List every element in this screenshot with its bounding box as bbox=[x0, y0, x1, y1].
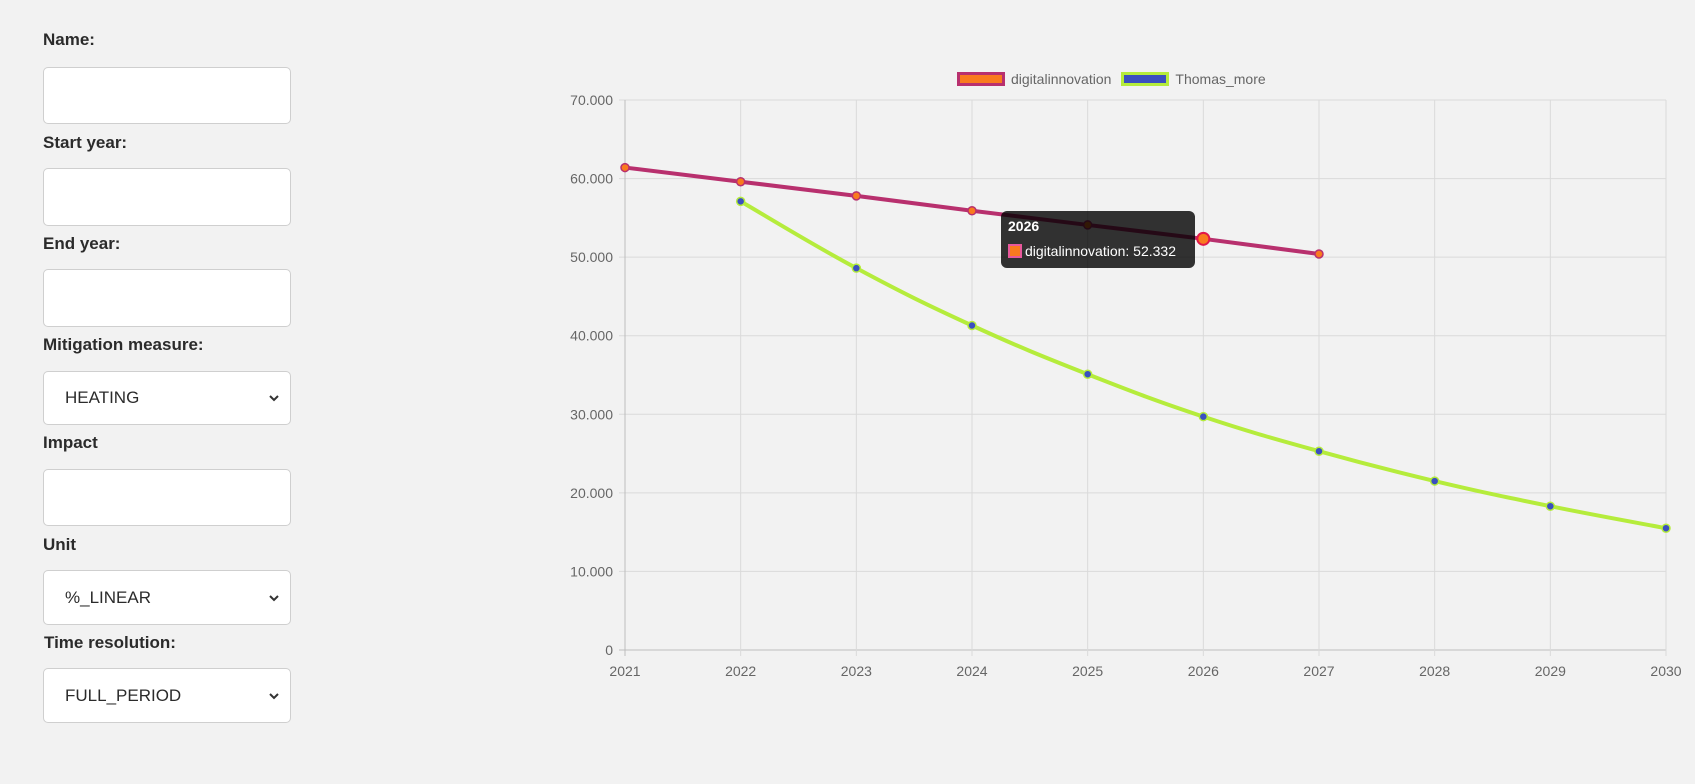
data-point bbox=[1082, 220, 1093, 230]
unit-label: Unit bbox=[43, 535, 77, 554]
x-tick-label: 2022 bbox=[725, 663, 756, 679]
data-point bbox=[1429, 476, 1440, 486]
y-tick-label: 70.000 bbox=[570, 92, 613, 108]
start-year-field-wrapper bbox=[43, 168, 291, 226]
series-line-digitalinnovation bbox=[624, 165, 1320, 256]
time-resolution-value: FULL_PERIOD bbox=[65, 685, 182, 705]
unit-select[interactable]: %_LINEAR bbox=[43, 570, 291, 625]
data-point bbox=[1082, 369, 1093, 379]
data-point bbox=[1661, 523, 1671, 533]
impact-input[interactable] bbox=[44, 470, 290, 525]
hovered-data-point bbox=[1196, 231, 1211, 246]
time-resolution-label: Time resolution: bbox=[44, 633, 176, 652]
x-tick-label: 2026 bbox=[1188, 663, 1219, 679]
start-year-input[interactable] bbox=[44, 169, 290, 225]
x-tick-label: 2023 bbox=[841, 663, 872, 679]
legend-swatch bbox=[957, 72, 1005, 86]
tooltip-row: digitalinnovation: 52.332 bbox=[1008, 243, 1188, 259]
data-point bbox=[851, 263, 862, 273]
end-year-label: End year: bbox=[43, 234, 121, 253]
x-tick-label: 2027 bbox=[1303, 663, 1334, 679]
x-tick-label: 2024 bbox=[956, 663, 987, 679]
impact-label: Impact bbox=[43, 433, 98, 452]
chevron-down-icon bbox=[269, 692, 279, 699]
legend-swatch bbox=[1121, 72, 1170, 86]
chart-legend: digitalinnovation Thomas_more bbox=[957, 71, 1276, 87]
chevron-down-icon bbox=[269, 395, 279, 402]
y-tick-label: 40.000 bbox=[570, 328, 613, 344]
data-point bbox=[1198, 411, 1209, 422]
end-year-field-wrapper bbox=[43, 269, 291, 327]
data-point bbox=[620, 162, 630, 173]
x-tick-label: 2025 bbox=[1072, 663, 1103, 679]
tooltip-swatch bbox=[1008, 244, 1022, 258]
data-point bbox=[967, 206, 977, 216]
mitigation-measure-value: HEATING bbox=[65, 388, 140, 407]
mitigation-measure-label: Mitigation measure: bbox=[43, 335, 204, 354]
y-tick-label: 0 bbox=[605, 642, 613, 658]
y-tick-label: 30.000 bbox=[570, 406, 613, 422]
data-point bbox=[1314, 249, 1324, 259]
x-tick-label: 2030 bbox=[1650, 663, 1681, 679]
tooltip-label: digitalinnovation: 52.332 bbox=[1025, 243, 1177, 259]
data-point bbox=[1314, 446, 1324, 456]
y-tick-label: 10.000 bbox=[570, 563, 613, 579]
name-field-wrapper bbox=[43, 67, 291, 124]
data-point bbox=[1545, 501, 1556, 511]
x-tick-label: 2021 bbox=[609, 663, 640, 679]
series-line-Thomas_more bbox=[739, 199, 1667, 531]
y-tick-label: 60.000 bbox=[570, 171, 613, 187]
data-point bbox=[967, 320, 977, 331]
chart-tooltip: 2026 digitalinnovation: 52.332 bbox=[1001, 211, 1195, 268]
mitigation-measure-select[interactable]: HEATING bbox=[43, 371, 291, 425]
y-tick-label: 20.000 bbox=[570, 485, 613, 501]
legend-item-thomas-more[interactable]: Thomas_more bbox=[1121, 71, 1266, 87]
legend-item-digitalinnovation[interactable]: digitalinnovation bbox=[957, 71, 1111, 87]
y-tick-label: 50.000 bbox=[570, 249, 613, 265]
data-point bbox=[735, 176, 746, 187]
impact-field-wrapper bbox=[43, 469, 291, 526]
legend-label: digitalinnovation bbox=[1011, 71, 1112, 87]
chevron-down-icon bbox=[269, 594, 279, 601]
name-label: Name: bbox=[43, 30, 95, 49]
x-tick-label: 2029 bbox=[1535, 663, 1566, 679]
x-tick-label: 2028 bbox=[1419, 663, 1450, 679]
legend-label: Thomas_more bbox=[1175, 71, 1266, 87]
data-point bbox=[851, 191, 862, 201]
tooltip-title: 2026 bbox=[1008, 218, 1040, 234]
name-input[interactable] bbox=[44, 68, 290, 123]
start-year-label: Start year: bbox=[43, 133, 128, 152]
end-year-input[interactable] bbox=[44, 270, 290, 326]
data-point bbox=[735, 196, 746, 207]
data-point bbox=[1198, 234, 1209, 244]
unit-value: %_LINEAR bbox=[65, 587, 151, 607]
time-resolution-select[interactable]: FULL_PERIOD bbox=[43, 668, 291, 723]
